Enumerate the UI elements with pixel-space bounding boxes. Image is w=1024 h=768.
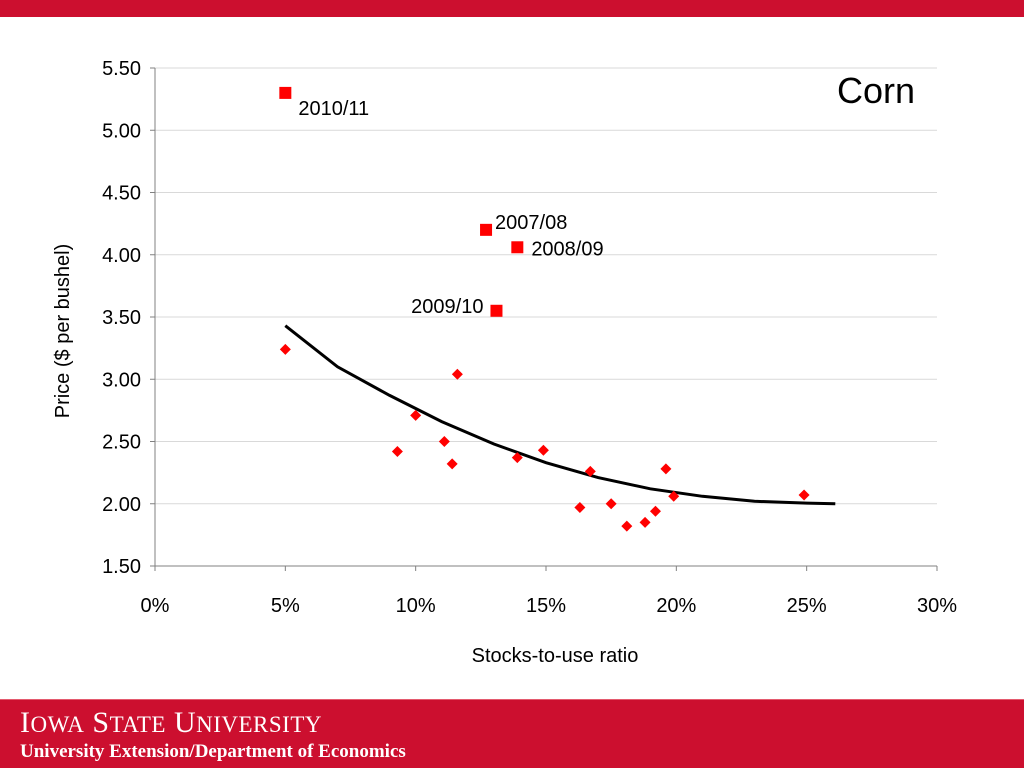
y-tick-label: 3.00: [102, 369, 141, 391]
diamond-point: [621, 520, 633, 532]
university-wordmark: IOWA STATE UNIVERSITY: [20, 706, 323, 739]
diamond-point: [537, 444, 549, 456]
diamond-point: [574, 501, 586, 513]
diamond-point: [451, 368, 463, 380]
y-tick-label: 3.50: [102, 307, 141, 329]
diamond-point: [438, 436, 450, 447]
x-tick-label: 30%: [917, 595, 957, 617]
x-tick-label: 25%: [787, 595, 827, 617]
diamond-point: [511, 452, 523, 464]
footer-rule: [0, 699, 1024, 700]
y-tick-label: 2.50: [102, 432, 141, 454]
x-tick-label: 5%: [271, 595, 300, 617]
top-brand-bar: [0, 0, 1024, 17]
x-tick-label: 0%: [141, 595, 170, 617]
y-tick-label: 2.00: [102, 494, 141, 516]
y-tick-label: 4.00: [102, 245, 141, 267]
diamond-point: [446, 458, 458, 470]
diamond-point: [660, 463, 672, 475]
square-point: [511, 241, 524, 254]
diamond-point: [410, 409, 422, 421]
point-label: 2007/08: [495, 212, 567, 234]
trendline-group: [284, 324, 836, 506]
diamond-point: [639, 516, 651, 528]
y-tick-label: 1.50: [102, 556, 141, 578]
x-tick-label: 20%: [656, 595, 696, 617]
x-tick-label: 15%: [526, 595, 566, 617]
chart-text: 5.50 5.00 4.50 4.00 3.50 3.00 2.50 2.00 1.500% 5%…: [52, 58, 957, 667]
footer-bar: IOWA STATE UNIVERSITY University Extensi…: [0, 699, 1024, 768]
diamond-point: [668, 490, 680, 502]
chart-title: Corn: [837, 70, 915, 111]
diamond-point: [391, 445, 403, 457]
department-name: University Extension/Department of Econo…: [20, 741, 406, 762]
y-tick-label: 5.50: [102, 58, 141, 80]
y-tick-label: 4.50: [102, 183, 141, 205]
point-label: 2009/10: [411, 296, 483, 318]
gridlines: [155, 67, 937, 505]
square-point: [480, 223, 493, 236]
point-label: 2010/11: [298, 98, 369, 120]
square-point: [490, 304, 503, 317]
square-point: [279, 86, 292, 99]
y-axis-title: Price ($ per bushel): [52, 244, 74, 419]
diamond-point: [649, 505, 661, 517]
diamond-point: [584, 465, 596, 477]
axes: [150, 67, 938, 571]
data-points: [279, 86, 810, 532]
diamond-point: [798, 489, 810, 501]
trendline: [284, 324, 836, 506]
y-tick-label: 5.00: [102, 120, 141, 142]
point-label: 2008/09: [531, 238, 603, 260]
x-axis-title: Stocks-to-use ratio: [472, 645, 639, 667]
diamond-point: [279, 343, 291, 355]
x-tick-label: 10%: [396, 595, 436, 617]
corn-price-chart: 5.50 5.00 4.50 4.00 3.50 3.00 2.50 2.00 1.500% 5%…: [52, 58, 957, 667]
diamond-point: [605, 498, 617, 510]
